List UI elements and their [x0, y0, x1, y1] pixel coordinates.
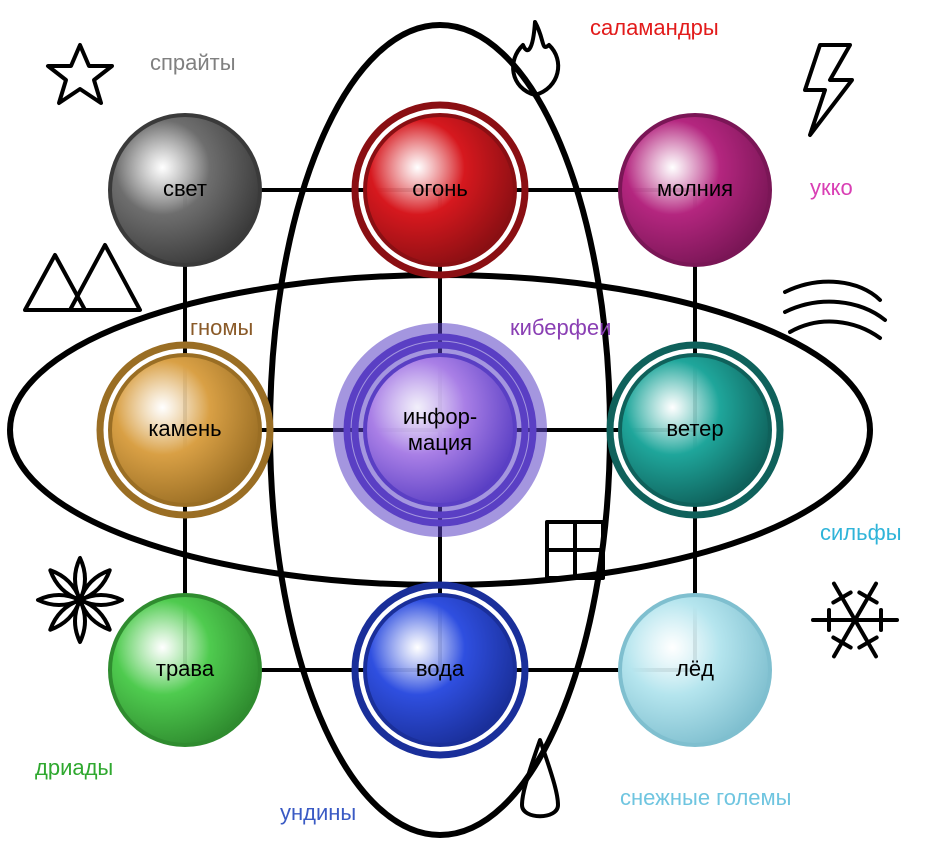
- label-undines: ундины: [280, 800, 356, 825]
- node-label-info-2: мация: [408, 430, 472, 455]
- label-sylphs: сильфы: [820, 520, 902, 545]
- node-label-grass: трава: [156, 656, 215, 681]
- node-label-info-1: инфор-: [403, 404, 477, 429]
- node-label-lightning: молния: [657, 176, 733, 201]
- node-stone: камень: [100, 345, 270, 515]
- label-dryads: дриады: [35, 755, 113, 780]
- node-lightning: молния: [620, 115, 770, 265]
- node-label-fire: огонь: [412, 176, 468, 201]
- node-wind: ветер: [610, 345, 780, 515]
- label-cyber: киберфеи: [510, 315, 611, 340]
- label-gnomes: гномы: [190, 315, 253, 340]
- node-info: инфор-мация: [333, 323, 547, 537]
- node-grass: трава: [110, 595, 260, 745]
- node-ice: лёд: [620, 595, 770, 745]
- node-label-stone: камень: [148, 416, 221, 441]
- node-label-wind: ветер: [666, 416, 723, 441]
- node-label-ice: лёд: [676, 656, 714, 681]
- node-fire: огонь: [355, 105, 525, 275]
- node-water: вода: [355, 585, 525, 755]
- node-label-water: вода: [416, 656, 465, 681]
- node-label-light: свет: [163, 176, 207, 201]
- label-golems: снежные големы: [620, 785, 791, 810]
- label-sprites: спрайты: [150, 50, 236, 75]
- label-ukko: укко: [810, 175, 853, 200]
- node-light: свет: [110, 115, 260, 265]
- label-salam: саламандры: [590, 15, 719, 40]
